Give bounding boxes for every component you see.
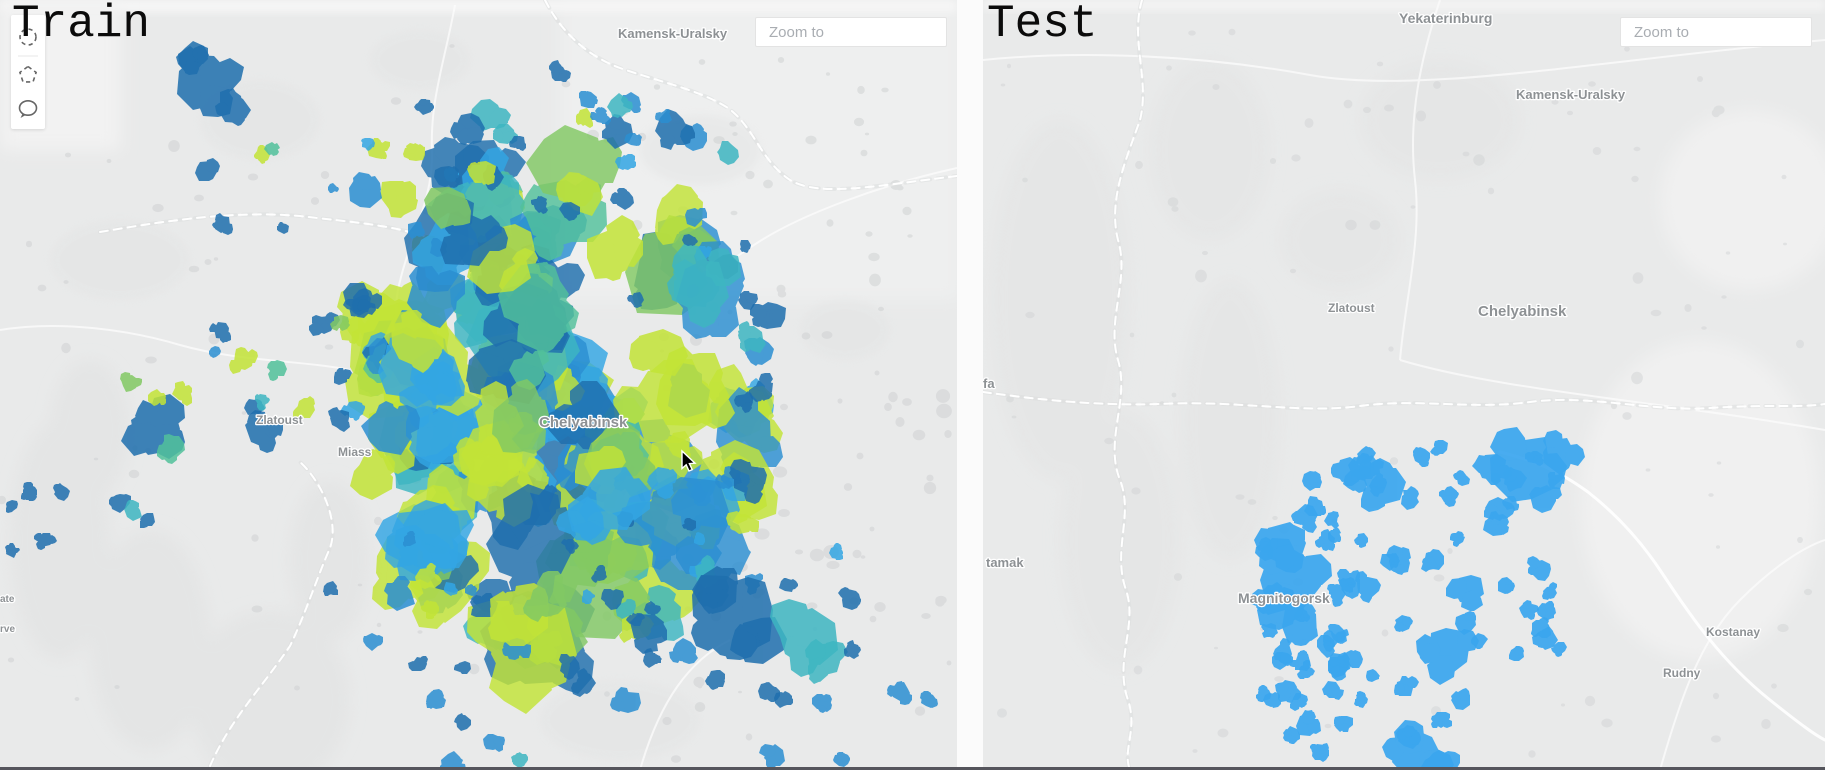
- svg-text:rve: rve: [0, 624, 15, 635]
- svg-text:Kamensk-Uralsky: Kamensk-Uralsky: [1516, 87, 1626, 102]
- svg-text:Yekaterinburg: Yekaterinburg: [1399, 10, 1492, 26]
- svg-text:Zlatoust: Zlatoust: [256, 413, 303, 427]
- svg-text:ate: ate: [0, 594, 15, 605]
- svg-text:Zlatoust: Zlatoust: [1328, 301, 1375, 315]
- svg-text:Chelyabinsk: Chelyabinsk: [1478, 303, 1567, 320]
- svg-text:Rudny: Rudny: [1663, 666, 1701, 680]
- svg-text:Magnitogorsk: Magnitogorsk: [1238, 590, 1330, 606]
- svg-text:Kostanay: Kostanay: [1706, 625, 1760, 639]
- svg-text:fa: fa: [983, 376, 995, 391]
- svg-text:Miass: Miass: [338, 445, 372, 459]
- svg-text:Chelyabinsk: Chelyabinsk: [539, 414, 628, 431]
- svg-text:tamak: tamak: [986, 555, 1024, 570]
- svg-text:Kamensk-Uralsky: Kamensk-Uralsky: [618, 26, 728, 41]
